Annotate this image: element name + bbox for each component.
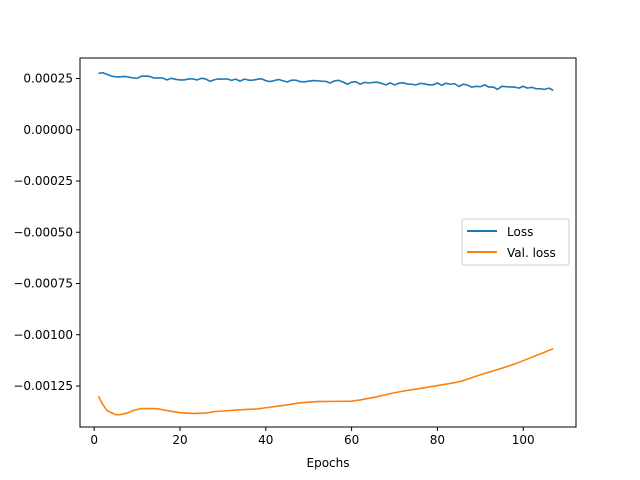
plot-frame: [79, 57, 577, 428]
y-tick-label: 0.00025: [23, 72, 73, 86]
x-tick-label: 80: [430, 433, 445, 447]
y-tick-label: −0.00100: [13, 328, 73, 342]
y-tick-label: 0.00000: [23, 123, 73, 137]
x-tick-label: 0: [90, 433, 98, 447]
x-tick-label: 60: [344, 433, 359, 447]
x-tick-label: 40: [258, 433, 273, 447]
legend-label-val-loss: Val. loss: [507, 246, 556, 260]
y-tick-label: −0.00050: [13, 225, 73, 239]
legend-label-loss: Loss: [507, 225, 533, 239]
series-layer: [97, 71, 554, 416]
legend: Loss Val. loss: [461, 218, 570, 266]
series-line-val-loss: [97, 347, 554, 416]
series-line-loss: [98, 71, 554, 92]
x-tick-label: 100: [512, 433, 535, 447]
y-tick-label: −0.00025: [13, 174, 73, 188]
x-tick-label: 20: [172, 433, 187, 447]
y-tick-label: −0.00075: [13, 277, 73, 291]
y-tick-label: −0.00125: [13, 379, 73, 393]
x-axis-label: Epochs: [307, 456, 350, 470]
ticks-layer: 0 20 40 60 80 100 0.00025 0.00000 −0.00025 −0.000…: [13, 72, 534, 448]
